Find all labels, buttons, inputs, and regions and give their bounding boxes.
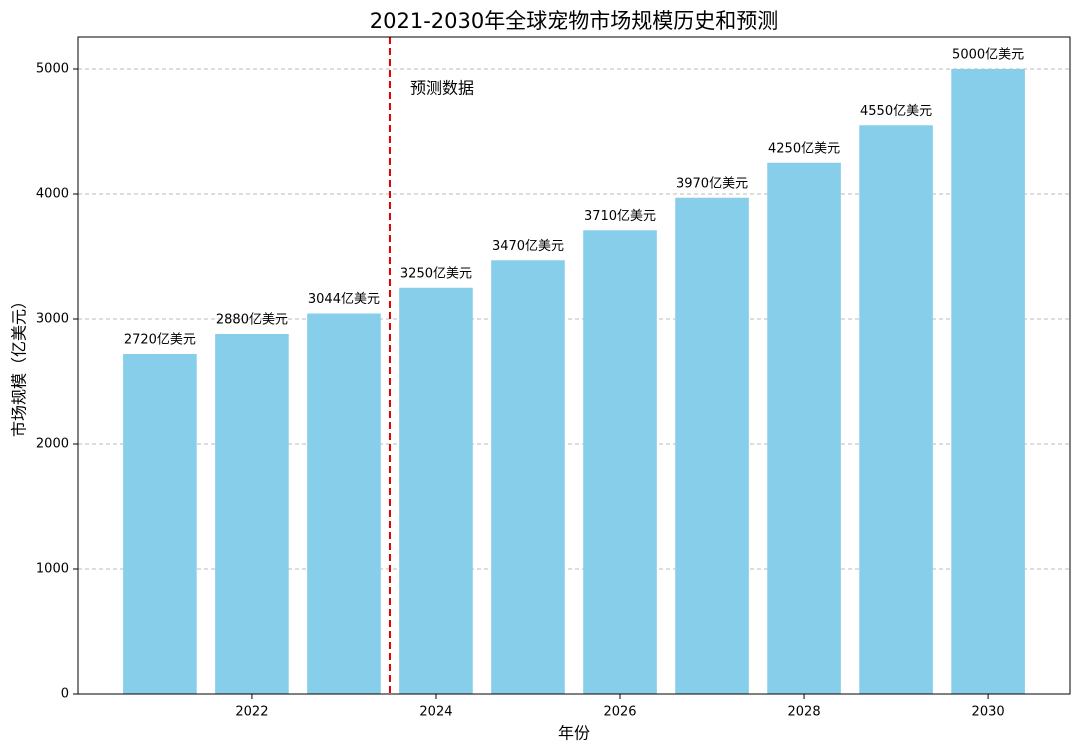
bar bbox=[215, 334, 289, 694]
y-axis-label: 市场规模（亿美元） bbox=[10, 293, 29, 437]
bar bbox=[123, 354, 197, 694]
bar bbox=[491, 260, 565, 694]
y-tick-label: 3000 bbox=[36, 312, 69, 327]
value-label: 5000亿美元 bbox=[952, 48, 1024, 63]
x-tick-label: 2022 bbox=[235, 705, 268, 720]
value-label: 3044亿美元 bbox=[308, 292, 380, 307]
value-label: 2720亿美元 bbox=[124, 333, 196, 348]
x-tick-label: 2026 bbox=[603, 705, 636, 720]
chart-title: 2021-2030年全球宠物市场规模历史和预测 bbox=[370, 9, 778, 33]
value-label: 3250亿美元 bbox=[400, 266, 472, 281]
x-tick-label: 2028 bbox=[788, 705, 821, 720]
bar bbox=[583, 230, 657, 694]
forecast-annotation: 预测数据 bbox=[410, 79, 474, 98]
y-tick-label: 5000 bbox=[36, 62, 69, 77]
y-tick-label: 4000 bbox=[36, 187, 69, 202]
y-tick-label: 1000 bbox=[36, 562, 69, 577]
y-tick-label: 2000 bbox=[36, 437, 69, 452]
bar bbox=[307, 313, 381, 694]
bar bbox=[767, 162, 841, 694]
value-label: 2880亿美元 bbox=[216, 313, 288, 328]
value-label: 4550亿美元 bbox=[860, 104, 932, 119]
value-label: 3710亿美元 bbox=[584, 209, 656, 224]
x-tick-label: 2024 bbox=[419, 705, 452, 720]
value-label: 3970亿美元 bbox=[676, 176, 748, 191]
bar bbox=[675, 197, 749, 694]
value-label: 3470亿美元 bbox=[492, 239, 564, 254]
bar bbox=[399, 287, 473, 694]
value-label: 4250亿美元 bbox=[768, 141, 840, 156]
x-axis-label: 年份 bbox=[558, 724, 590, 743]
bar bbox=[951, 69, 1025, 694]
y-tick-label: 0 bbox=[61, 687, 69, 702]
bar bbox=[859, 125, 933, 694]
plot-frame bbox=[77, 36, 1071, 695]
x-tick-label: 2030 bbox=[972, 705, 1005, 720]
